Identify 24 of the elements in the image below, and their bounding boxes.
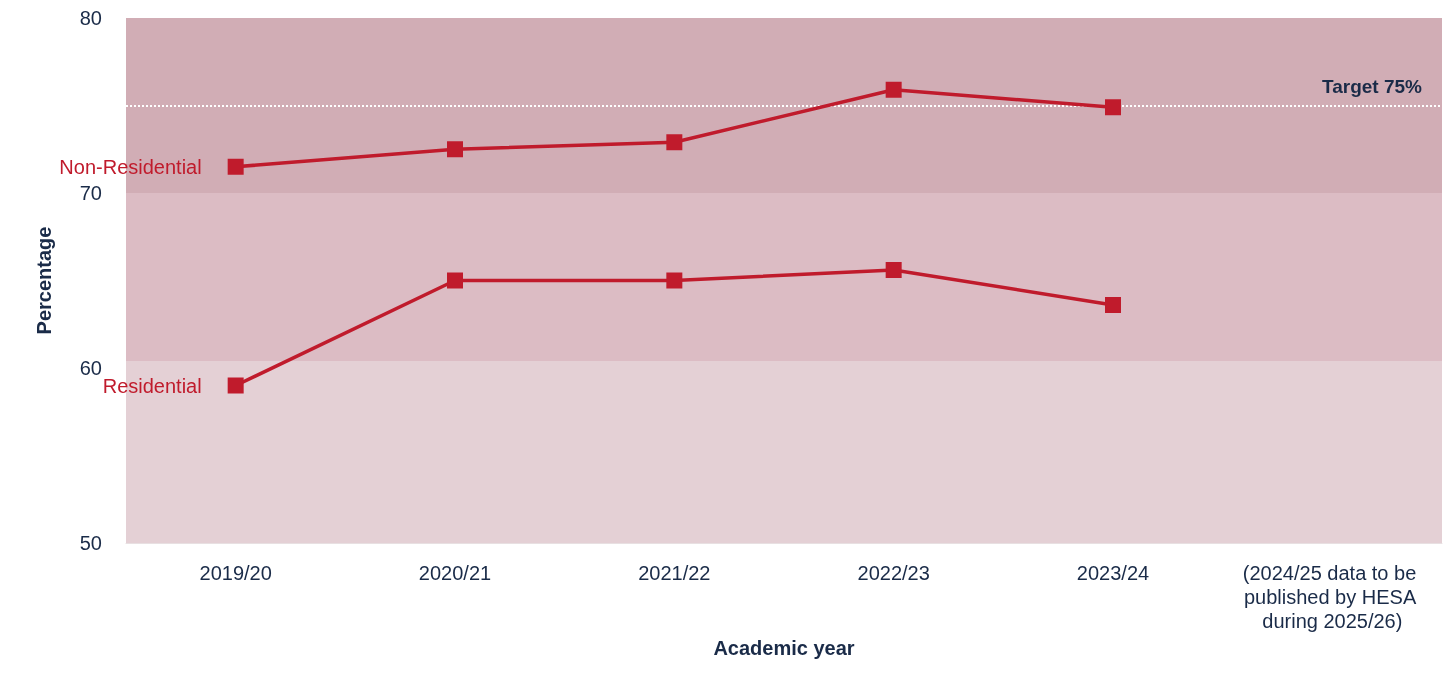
point xyxy=(1105,99,1121,116)
y-tick-label: 60 xyxy=(79,357,102,379)
x-axis-title: Academic year xyxy=(713,636,855,659)
point xyxy=(885,262,902,278)
point xyxy=(1105,297,1121,313)
point xyxy=(227,158,244,175)
x-tick-label: 2021/22 xyxy=(638,562,711,584)
y-tick-label: 70 xyxy=(79,182,102,204)
point xyxy=(666,134,683,151)
x-tick-label: (2024/25 data to be published by HESA during 2025/26) xyxy=(1242,562,1422,632)
ref-line-label: Target 75% xyxy=(1322,75,1423,97)
x-tick-label: 2022/23 xyxy=(857,562,930,584)
point xyxy=(447,272,463,289)
y-axis-title: Percentage xyxy=(33,226,55,335)
point xyxy=(227,377,244,394)
point xyxy=(447,141,463,158)
y-tick-label: 80 xyxy=(79,7,102,29)
point xyxy=(885,81,902,98)
x-tick-label: 2019/20 xyxy=(199,562,272,584)
y-tick-label: 50 xyxy=(79,532,102,554)
series-label: Residential xyxy=(102,374,202,397)
x-tick-label: 2023/24 xyxy=(1076,562,1150,584)
x-tick-label: 2020/21 xyxy=(418,562,492,584)
point xyxy=(666,272,683,289)
